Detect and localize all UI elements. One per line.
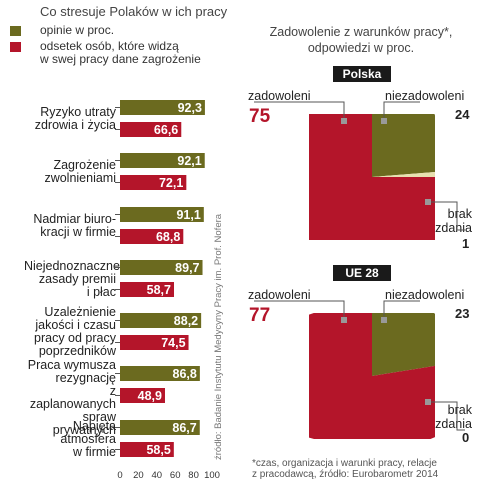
- bar: [120, 175, 187, 190]
- bar-value-label: 58,5: [146, 443, 170, 457]
- legend-label-opinions: opinie w proc.: [40, 23, 115, 37]
- footnote-line-1: *czas, organizacja i warunki pracy, rela…: [252, 458, 437, 469]
- no-answer-label-polska: brak zdania: [432, 207, 472, 235]
- category-label: Napięta atmosfera w firmie: [24, 418, 116, 459]
- bar: [120, 366, 200, 381]
- category-label: Praca wymusza rezygnację z zaplanowanych sp…: [24, 359, 116, 437]
- bar-value-label: 86,8: [173, 367, 197, 381]
- no-answer-line-2: zdania: [435, 221, 472, 235]
- no-answer-label-ue28: brak zdania: [432, 403, 472, 431]
- x-tick-label: 100: [204, 470, 220, 481]
- bar: [120, 335, 189, 350]
- no-answer-line-1: brak: [447, 207, 472, 221]
- x-tick-label: 20: [133, 470, 144, 481]
- dissatisfied-value-polska: 24: [455, 107, 470, 122]
- bar: [120, 207, 204, 222]
- category-label-line: atmosfera: [60, 431, 116, 446]
- bar: [120, 313, 202, 328]
- category-label-line: poprzedników: [38, 344, 116, 358]
- bar-value-label: 91,1: [176, 208, 200, 222]
- bar-value-label: 68,8: [156, 230, 180, 244]
- satisfied-label-ue28: zadowoleni: [248, 288, 311, 302]
- category-label-line: Niejednoznaczne: [24, 258, 120, 273]
- category-label-line: zdrowia i życia: [34, 118, 116, 132]
- category-label: Niejednoznaczne zasady premii i płac: [24, 258, 120, 299]
- legend-swatch-opinions: [10, 26, 21, 36]
- category-label-line: Nadmiar biuro-: [33, 212, 116, 226]
- x-tick-label: 40: [152, 470, 163, 481]
- category-label: Zagrożenie zwolnieniami: [24, 159, 116, 185]
- category-label-line: Napięta: [72, 418, 116, 433]
- bar: [120, 260, 203, 275]
- left-chart-title: Co stresuje Polaków w ich pracy: [40, 4, 228, 19]
- pie-badge-ue28: UE 28: [333, 265, 391, 281]
- category-label-line: w firmie: [72, 444, 116, 459]
- category-label-line: kracji w firmie: [40, 225, 116, 239]
- x-tick-label: 0: [117, 470, 122, 481]
- bar-value-label: 74,5: [161, 336, 185, 350]
- x-tick-label: 80: [188, 470, 199, 481]
- category-label-line: rezygnację: [55, 371, 116, 385]
- no-answer-value-ue28: 0: [462, 430, 470, 445]
- satisfied-value-polska: 75: [249, 106, 271, 127]
- bar: [120, 100, 205, 115]
- bar: [120, 388, 165, 403]
- bar-value-label: 92,1: [177, 154, 201, 168]
- bar: [120, 229, 184, 244]
- dissatisfied-value-ue28: 23: [455, 306, 470, 321]
- category-label-line: i płac: [86, 284, 116, 299]
- category-label: Nadmiar biuro-kracji w firmie: [24, 213, 116, 239]
- legend-label-threat: odsetek osób, które widzą w swej pracy d…: [40, 40, 201, 66]
- source-note: źródło: Badanie Instytutu Medycyny Pracy…: [213, 213, 224, 460]
- category-label: Uzależnienie jakości i czasu pracy od prac…: [24, 306, 116, 358]
- category-label-line: Praca wymusza: [27, 358, 116, 372]
- legend-label-threat-line-2: w swej pracy dane zagrożenie: [40, 52, 201, 66]
- satisfied-label-polska: zadowoleni: [248, 89, 311, 103]
- category-label-line: Uzależnienie: [44, 305, 116, 319]
- dissatisfied-label-ue28: niezadowoleni: [385, 288, 465, 302]
- pie-badge-polska: Polska: [333, 66, 391, 82]
- satisfied-value-ue28: 77: [249, 305, 271, 326]
- bar: [120, 282, 175, 297]
- category-label-line: Zagrożenie: [53, 158, 116, 172]
- bar: [120, 420, 200, 435]
- no-answer-line-2: zdania: [435, 417, 472, 431]
- category-label-line: zasady premii: [38, 271, 116, 286]
- x-tick-label: 60: [170, 470, 181, 481]
- legend-label-threat-line-1: odsetek osób, które widzą: [40, 39, 179, 53]
- no-answer-line-1: brak: [447, 403, 472, 417]
- bar: [120, 122, 182, 137]
- right-chart-title: Zadowolenie z warunków pracy*, odpowiedz…: [246, 24, 476, 56]
- right-title-line-2: odpowiedzi w proc.: [307, 41, 415, 55]
- bar-value-label: 86,7: [172, 421, 196, 435]
- bar-value-label: 58,7: [147, 283, 171, 297]
- category-label-line: Ryzyko utraty: [40, 105, 116, 119]
- category-label-line: spraw prywatnych: [52, 410, 116, 437]
- category-label-line: zwolnieniami: [44, 171, 116, 185]
- bar-value-label: 92,3: [178, 101, 202, 115]
- bar-value-label: 88,2: [174, 314, 198, 328]
- bar: [120, 153, 205, 168]
- footnote: *czas, organizacja i warunki pracy, rela…: [252, 458, 438, 480]
- category-label-line: pracy od pracy: [34, 331, 116, 345]
- category-label-line: jakości i czasu: [35, 318, 116, 332]
- bar-value-label: 48,9: [138, 389, 162, 403]
- legend-swatch-threat: [10, 42, 21, 52]
- bar-value-label: 89,7: [175, 261, 199, 275]
- category-label-line: z zaplanowanych: [29, 384, 116, 411]
- bar-value-label: 72,1: [159, 176, 183, 190]
- bar: [120, 442, 174, 457]
- category-label: Ryzyko utraty zdrowia i życia: [24, 106, 116, 132]
- bar-value-label: 66,6: [154, 123, 178, 137]
- right-title-line-1: Zadowolenie z warunków pracy*,: [269, 25, 453, 39]
- footnote-line-2: z pracodawcą, źródło: Eurobarometr 2014: [252, 469, 439, 480]
- no-answer-value-polska: 1: [462, 236, 470, 251]
- dissatisfied-label-polska: niezadowoleni: [385, 89, 465, 103]
